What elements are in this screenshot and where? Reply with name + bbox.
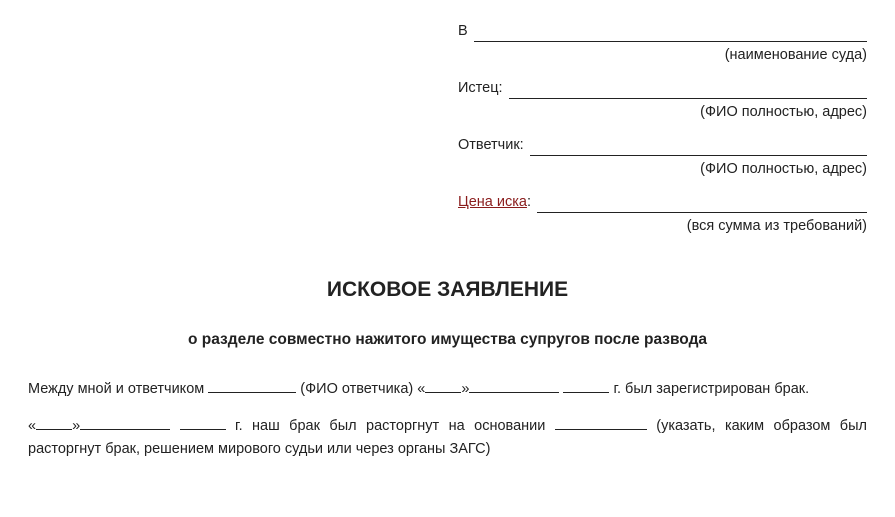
defendant-row: Ответчик: (458, 134, 867, 156)
p1-blank-day[interactable] (425, 379, 461, 394)
p1-t3: » (461, 381, 469, 397)
plaintiff-row: Истец: (458, 77, 867, 99)
claimprice-label: Цена иска: (458, 191, 531, 213)
p2-t4: г. наш брак был расторгнут на основании (226, 418, 555, 434)
court-row: В (458, 20, 867, 42)
plaintiff-blank[interactable] (509, 85, 867, 100)
p2-t3 (170, 418, 179, 434)
p2-blank-month[interactable] (80, 416, 170, 431)
document-header: В (наименование суда) Истец: (ФИО полнос… (458, 20, 867, 238)
p1-blank-defendant[interactable] (208, 379, 296, 394)
defendant-blank[interactable] (530, 142, 867, 157)
defendant-label: Ответчик: (458, 134, 524, 156)
plaintiff-label: Истец: (458, 77, 503, 99)
claimprice-hint: (вся сумма из требований) (458, 215, 867, 237)
p2-blank-day[interactable] (36, 416, 72, 431)
p1-t5: г. был зарегистрирован брак. (609, 381, 809, 397)
court-blank[interactable] (474, 28, 867, 43)
p2-t2: » (72, 418, 80, 434)
court-hint: (наименование суда) (458, 44, 867, 66)
p1-blank-month[interactable] (469, 379, 559, 394)
paragraph-2: « » г. наш брак был расторгнут на основан… (28, 415, 867, 460)
p1-t2: (ФИО ответчика) « (296, 381, 425, 397)
claimprice-row: Цена иска: (458, 191, 867, 213)
claimprice-link[interactable]: Цена иска (458, 194, 527, 210)
p2-blank-year[interactable] (180, 416, 226, 431)
p1-blank-year[interactable] (563, 379, 609, 394)
title-sub: о разделе совместно нажитого имущества с… (28, 328, 867, 352)
p2-t1: « (28, 418, 36, 434)
defendant-hint: (ФИО полностью, адрес) (458, 158, 867, 180)
p2-blank-basis[interactable] (555, 416, 647, 431)
paragraph-1: Между мной и ответчиком (ФИО ответчика) … (28, 378, 867, 400)
claimprice-colon: : (527, 194, 531, 210)
to-label: В (458, 20, 468, 42)
plaintiff-hint: (ФИО полностью, адрес) (458, 101, 867, 123)
claimprice-blank[interactable] (537, 199, 867, 214)
p1-t1: Между мной и ответчиком (28, 381, 208, 397)
title-main: ИСКОВОЕ ЗАЯВЛЕНИЕ (28, 274, 867, 307)
